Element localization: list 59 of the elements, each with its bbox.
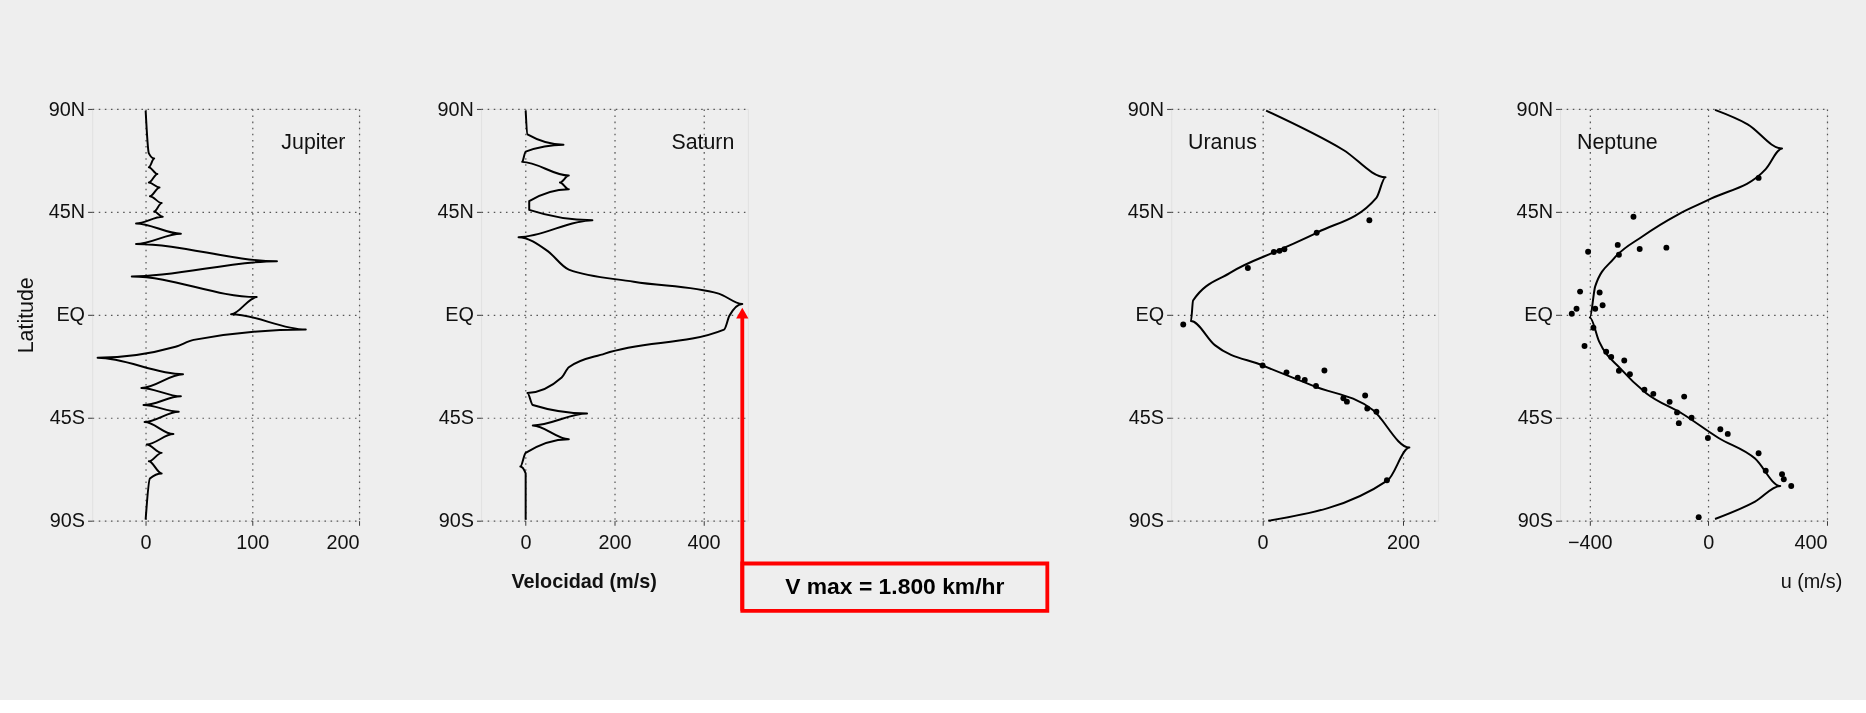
point bbox=[1281, 246, 1288, 253]
point bbox=[1366, 217, 1373, 224]
point bbox=[1373, 408, 1380, 415]
x-axis-title: Velocidad (m/s) bbox=[511, 569, 657, 592]
y-tick-label: 45N bbox=[437, 200, 474, 223]
point bbox=[1259, 362, 1266, 369]
y-tick-label: EQ bbox=[56, 303, 86, 326]
point bbox=[1244, 265, 1251, 271]
y-tick-label: 45S bbox=[438, 406, 474, 429]
y-tick-label: 90S bbox=[49, 509, 86, 532]
text: Jupiter bbox=[281, 130, 346, 155]
y-tick-label: EQ bbox=[1135, 303, 1165, 326]
x-tick-label: 0 bbox=[1703, 531, 1715, 554]
y-tick-label: 90N bbox=[48, 97, 86, 120]
y-tick-label: 90N bbox=[1127, 97, 1165, 120]
point bbox=[1301, 376, 1308, 383]
x-tick-label: 200 bbox=[1386, 531, 1420, 554]
y-tick-label: 45S bbox=[1517, 406, 1553, 429]
point bbox=[1270, 249, 1277, 255]
point bbox=[1313, 229, 1320, 236]
point bbox=[1180, 321, 1187, 328]
text: Neptune bbox=[1576, 130, 1658, 155]
point bbox=[1362, 392, 1369, 399]
x-tick-label: 0 bbox=[140, 531, 152, 554]
x-tick-label: 0 bbox=[520, 531, 532, 554]
x-axis-title: u (m/s) bbox=[1780, 569, 1843, 592]
x-tick-label: 200 bbox=[598, 531, 632, 554]
x-tick-label: 400 bbox=[1794, 531, 1828, 554]
y-tick-label: EQ bbox=[445, 303, 474, 326]
x-tick-label: 200 bbox=[326, 531, 360, 554]
point bbox=[1276, 247, 1283, 254]
text: Saturn bbox=[671, 130, 735, 155]
point bbox=[1313, 383, 1319, 390]
text: Uranus bbox=[1188, 130, 1257, 155]
point bbox=[1364, 405, 1371, 412]
point bbox=[1283, 369, 1290, 376]
x-tick-label: 0 bbox=[1257, 531, 1269, 554]
point bbox=[1294, 374, 1301, 381]
x-tick-label: −400 bbox=[1567, 531, 1613, 554]
point bbox=[1340, 395, 1347, 402]
y-tick-label: 90S bbox=[438, 509, 474, 532]
x-tick-label: 400 bbox=[687, 531, 721, 554]
y-tick-label: 45N bbox=[1516, 200, 1553, 223]
y-tick-label: 90S bbox=[1128, 509, 1165, 532]
y-tick-label: 45N bbox=[1127, 200, 1165, 223]
point bbox=[1383, 477, 1390, 484]
point bbox=[1343, 398, 1350, 405]
y-tick-label: 45S bbox=[1128, 406, 1165, 429]
point bbox=[1321, 367, 1328, 374]
y-tick-label: 45N bbox=[48, 200, 86, 223]
y-axis-title: Latitude bbox=[14, 277, 39, 354]
y-tick-label: 45S bbox=[49, 406, 86, 429]
x-tick-label: 100 bbox=[236, 531, 270, 554]
text: V max = 1.800 km/hr bbox=[785, 573, 1005, 600]
y-tick-label: EQ bbox=[1524, 303, 1553, 326]
line-series bbox=[1189, 109, 1411, 522]
y-tick-label: 90S bbox=[1517, 509, 1553, 532]
y-tick-label: 90N bbox=[1516, 97, 1553, 120]
y-tick-label: 90N bbox=[437, 97, 474, 120]
